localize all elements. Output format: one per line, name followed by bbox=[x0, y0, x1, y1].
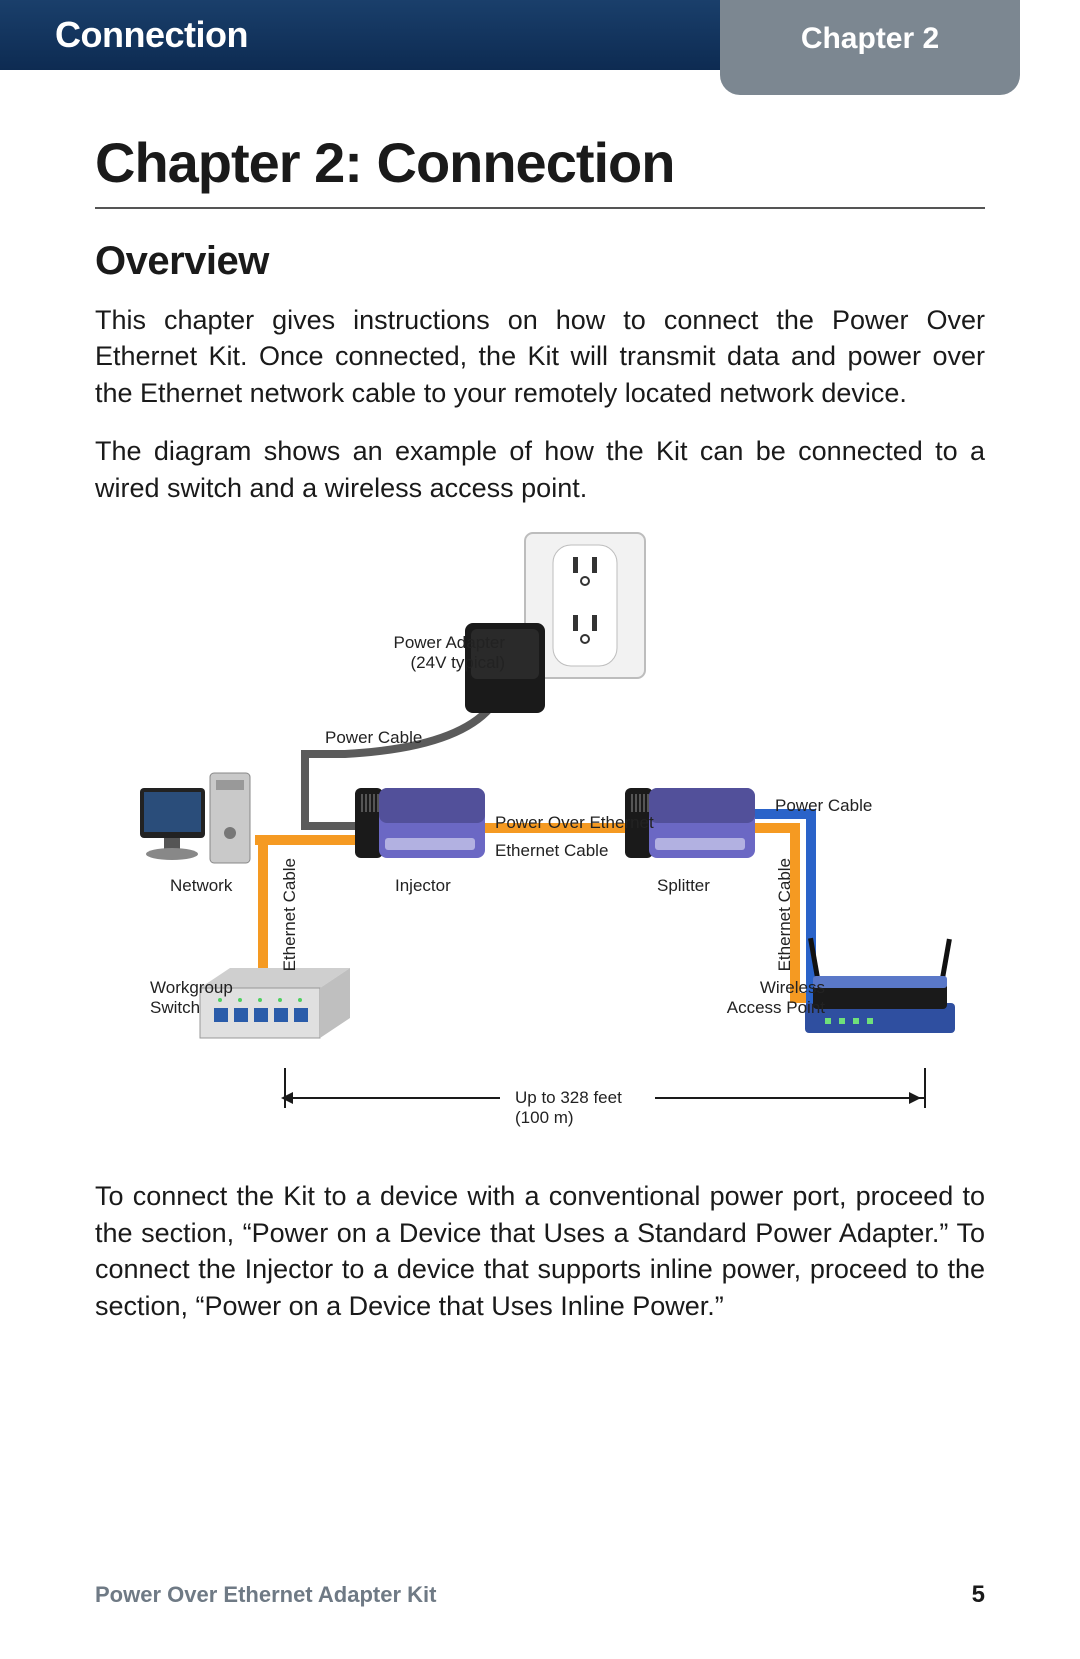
connection-diagram: Power Adapter (24V typical) Power Cable … bbox=[95, 528, 985, 1148]
label-ethernet-cable-right: Ethernet Cable bbox=[775, 858, 795, 971]
label-workgroup-switch: Workgroup Switch bbox=[150, 978, 233, 1018]
label-power-adapter: Power Adapter (24V typical) bbox=[385, 633, 505, 673]
label-poe: Power Over Ethernet bbox=[495, 813, 654, 833]
label-splitter: Splitter bbox=[657, 876, 710, 896]
chapter-tab-label: Chapter 2 bbox=[801, 22, 939, 56]
label-distance: Up to 328 feet (100 m) bbox=[515, 1088, 622, 1128]
chapter-title: Chapter 2: Connection bbox=[95, 130, 985, 209]
label-wireless-access-point: Wireless Access Point bbox=[725, 978, 825, 1018]
page-header: Connection Chapter 2 bbox=[0, 0, 1080, 70]
section-title-overview: Overview bbox=[95, 239, 985, 284]
label-ethernet-cable-center: Ethernet Cable bbox=[495, 841, 608, 861]
footer-doc-title: Power Over Ethernet Adapter Kit bbox=[95, 1582, 436, 1608]
chapter-tab: Chapter 2 bbox=[720, 0, 1020, 95]
paragraph-2: The diagram shows an example of how the … bbox=[95, 433, 985, 506]
diagram-svg bbox=[95, 528, 985, 1148]
label-ethernet-cable-left: Ethernet Cable bbox=[280, 858, 300, 971]
header-blue-bar: Connection bbox=[0, 0, 720, 70]
footer-page-number: 5 bbox=[972, 1581, 985, 1609]
header-section-title: Connection bbox=[55, 14, 248, 56]
label-network: Network bbox=[170, 876, 232, 896]
paragraph-3: To connect the Kit to a device with a co… bbox=[95, 1178, 985, 1324]
page-footer: Power Over Ethernet Adapter Kit 5 bbox=[95, 1581, 985, 1609]
label-injector: Injector bbox=[395, 876, 451, 896]
label-power-cable-right: Power Cable bbox=[775, 796, 872, 816]
page-content: Chapter 2: Connection Overview This chap… bbox=[0, 70, 1080, 1324]
label-power-cable-left: Power Cable bbox=[325, 728, 422, 748]
paragraph-1: This chapter gives instructions on how t… bbox=[95, 302, 985, 411]
